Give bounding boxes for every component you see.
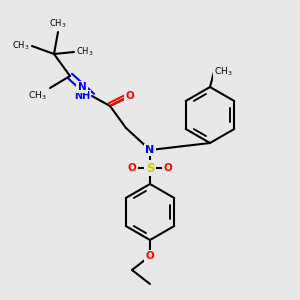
- Text: CH$_3$: CH$_3$: [214, 66, 232, 78]
- Text: O: O: [128, 163, 136, 173]
- Text: O: O: [126, 91, 134, 101]
- Text: N: N: [78, 82, 86, 92]
- Text: CH$_3$: CH$_3$: [76, 46, 94, 58]
- Text: N: N: [146, 145, 154, 155]
- Text: O: O: [164, 163, 172, 173]
- Text: S: S: [146, 161, 154, 175]
- Text: CH$_3$: CH$_3$: [28, 90, 47, 103]
- Text: O: O: [146, 251, 154, 261]
- Text: CH$_3$: CH$_3$: [13, 40, 30, 52]
- Text: CH$_3$: CH$_3$: [49, 17, 67, 30]
- Text: NH: NH: [74, 91, 90, 101]
